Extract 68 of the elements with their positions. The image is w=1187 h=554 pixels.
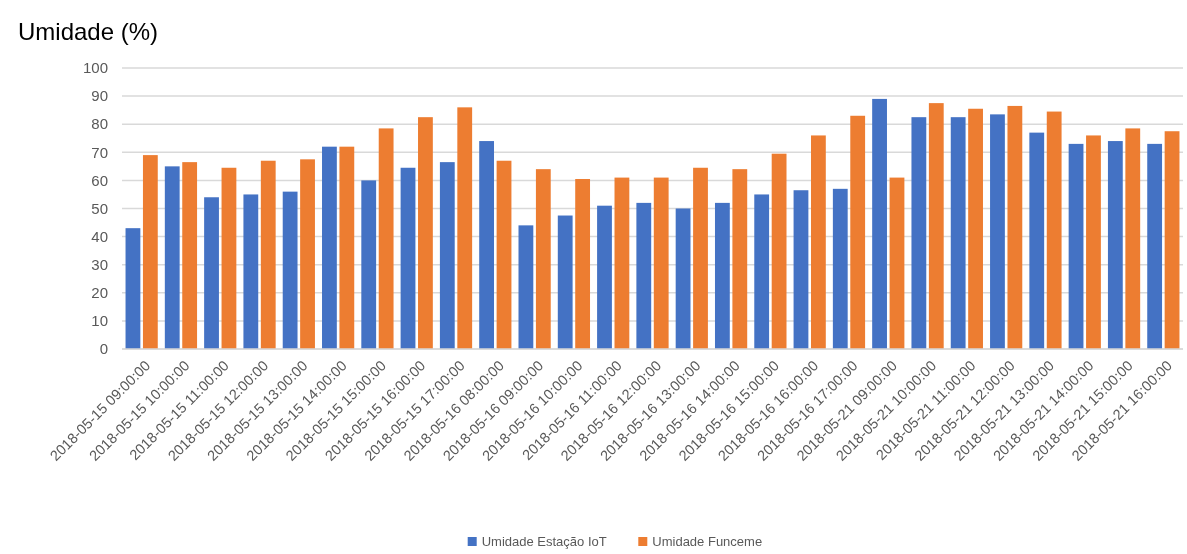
bar [243, 194, 259, 349]
bar [125, 228, 141, 349]
bar [204, 197, 219, 349]
bar [614, 177, 630, 349]
bar [260, 160, 276, 349]
bar [1007, 105, 1023, 349]
bar [575, 179, 591, 349]
bar [457, 107, 473, 349]
bar [496, 160, 512, 349]
bar [653, 177, 669, 349]
bar [1125, 128, 1141, 349]
y-tick-label: 10 [91, 312, 108, 330]
y-tick-label: 0 [99, 340, 108, 358]
legend-label: Umidade Funceme [652, 534, 763, 549]
bar [518, 225, 534, 349]
y-tick-label: 50 [91, 199, 108, 217]
bar [282, 191, 298, 349]
bar [1107, 141, 1123, 349]
bar [400, 167, 416, 349]
bar [889, 177, 905, 349]
y-tick-label: 70 [91, 143, 108, 161]
bar [164, 166, 180, 349]
y-tick-label: 90 [91, 87, 108, 105]
bar [693, 167, 708, 349]
bar [557, 215, 573, 349]
bar [300, 159, 315, 349]
bar [771, 153, 787, 349]
y-tick-label: 30 [91, 255, 108, 273]
y-tick-label: 80 [91, 115, 108, 133]
bar [182, 162, 198, 349]
bar [339, 146, 355, 349]
legend-label: Umidade Estação IoT [481, 534, 607, 549]
y-tick-label: 40 [91, 227, 108, 245]
bar [732, 169, 748, 349]
bar [1046, 111, 1062, 349]
chart-title: Umidade (%) [18, 18, 159, 45]
bar [439, 162, 455, 349]
bar [221, 167, 237, 349]
bar [636, 202, 652, 349]
y-tick-label: 20 [91, 284, 108, 302]
bar [872, 98, 887, 349]
bar [1086, 135, 1101, 349]
bar [1147, 143, 1163, 349]
bar [793, 190, 809, 349]
bar [990, 114, 1005, 349]
bar [911, 117, 927, 349]
bar [1029, 132, 1045, 349]
y-tick-label: 60 [91, 171, 108, 189]
bar [378, 128, 394, 349]
bar [754, 194, 770, 349]
bar [361, 180, 377, 349]
bar [950, 117, 966, 349]
bar [832, 188, 848, 349]
bar [1068, 143, 1084, 349]
bar [714, 202, 730, 349]
bar [928, 103, 944, 349]
bar [535, 169, 551, 349]
bar [968, 108, 983, 349]
bar [1164, 131, 1180, 349]
bar [810, 135, 826, 349]
bar [479, 141, 495, 349]
bar [322, 146, 337, 349]
bar [597, 205, 612, 349]
bar [675, 208, 691, 349]
bar [850, 115, 866, 349]
bar [142, 155, 158, 349]
y-tick-label: 100 [82, 59, 108, 77]
bar [418, 117, 433, 349]
